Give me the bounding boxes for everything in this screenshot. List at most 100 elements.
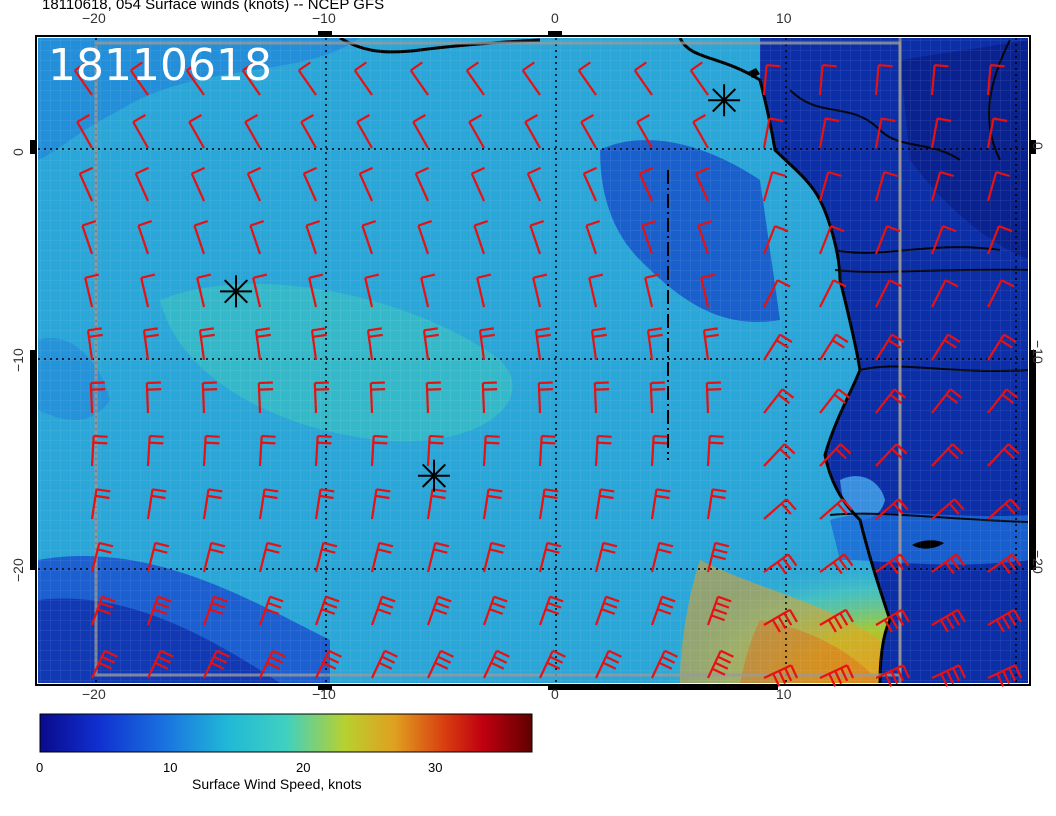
wind-barb — [482, 488, 503, 520]
wind-barb — [636, 114, 653, 149]
wind-barb — [582, 166, 598, 202]
wind-barb — [84, 273, 100, 308]
wind-barb — [931, 498, 965, 520]
wind-barb — [593, 381, 610, 414]
colorbar-tick-20: 20 — [296, 760, 311, 775]
wind-barb — [371, 649, 398, 679]
wind-barb — [763, 443, 796, 467]
map-title: 18110618, 054 Surface winds (knots) -- N… — [42, 0, 385, 13]
lat-tick-left-1: 0 — [10, 148, 26, 156]
wind-barb — [202, 488, 223, 520]
axis-ticks — [30, 31, 1036, 690]
wind-barb — [986, 64, 1005, 96]
wind-barb — [478, 327, 495, 361]
lon-tick-bottom-2: −10 — [312, 686, 336, 702]
wind-barb — [146, 434, 164, 467]
wind-barb — [370, 434, 388, 467]
wind-barb — [249, 220, 265, 255]
wind-barb — [594, 595, 620, 626]
wind-barb — [142, 327, 159, 361]
wind-barb — [874, 117, 896, 149]
wind-barb — [426, 541, 450, 573]
wind-barb — [762, 171, 787, 202]
wind-barb — [986, 225, 1013, 255]
wind-barb — [412, 114, 429, 149]
wind-barb — [539, 649, 566, 679]
wind-barb — [308, 273, 324, 308]
wind-barb — [370, 541, 394, 573]
wind-barb — [650, 488, 671, 520]
wind-barb — [188, 114, 205, 149]
wind-barb — [874, 171, 899, 202]
wind-barb — [73, 61, 93, 96]
star-marker-3 — [418, 459, 450, 492]
wind-barb — [259, 649, 286, 679]
wind-barb — [650, 541, 674, 573]
wind-barb — [986, 117, 1008, 149]
wind-barb — [762, 117, 784, 149]
wind-barb — [146, 541, 170, 573]
wind-barb — [986, 171, 1011, 202]
wind-barb — [366, 327, 383, 361]
wind-barb — [819, 608, 854, 633]
wind-barb — [476, 273, 492, 308]
wind-barb — [595, 649, 622, 679]
wind-barb — [818, 225, 845, 255]
wind-barb — [706, 488, 727, 520]
wind-barb — [819, 498, 853, 520]
wind-barb — [644, 273, 660, 308]
wind-barb — [297, 61, 317, 96]
wind-barb — [874, 225, 901, 255]
wind-barb — [702, 327, 719, 361]
wind-barb — [90, 595, 116, 626]
wind-barb — [258, 488, 279, 520]
wind-barb — [987, 279, 1015, 308]
wind-barb — [426, 595, 452, 626]
wind-barb — [875, 388, 907, 414]
wind-barb — [526, 166, 542, 202]
wind-barb — [147, 649, 174, 679]
wind-barb — [315, 649, 342, 679]
wind-barb — [254, 327, 271, 361]
wind-barb — [875, 553, 910, 575]
wind-barb — [987, 333, 1017, 361]
wind-barb — [931, 388, 963, 414]
lat-tick-left-2: −10 — [10, 348, 26, 372]
wind-barb — [302, 166, 318, 202]
wind-barb — [538, 488, 559, 520]
time-stamp: 18110618 — [48, 40, 272, 91]
wind-barb — [594, 434, 612, 467]
wind-barb — [931, 608, 966, 633]
wind-barb — [694, 166, 710, 202]
wind-barb — [420, 273, 436, 308]
wind-barb — [875, 443, 908, 467]
wind-barb — [819, 388, 851, 414]
star-marker-1 — [708, 84, 741, 117]
lon-tick-top-1: −20 — [82, 10, 106, 26]
wind-barb — [310, 327, 327, 361]
wind-barb — [258, 434, 276, 467]
wind-barb — [818, 117, 840, 149]
wind-barb — [819, 279, 847, 308]
wind-barb — [190, 166, 206, 202]
wind-barb — [305, 220, 321, 255]
wind-barb — [314, 541, 338, 573]
wind-barb — [482, 434, 500, 467]
wind-barb — [422, 327, 439, 361]
lon-tick-bottom-4: 10 — [776, 686, 792, 702]
wind-barb — [706, 434, 724, 467]
wind-barb — [427, 649, 454, 679]
wind-barb — [930, 117, 952, 149]
wind-barb — [252, 273, 268, 308]
wind-barb — [257, 381, 274, 414]
wind-barb — [650, 595, 676, 626]
wind-barb — [146, 595, 172, 626]
wind-barb — [931, 279, 959, 308]
wind-barb — [129, 61, 149, 96]
wind-barb — [524, 114, 541, 149]
wind-barb — [763, 279, 791, 308]
lon-tick-top-3: 0 — [551, 10, 559, 26]
lat-tick-left-3: −20 — [10, 558, 26, 582]
wind-barb — [314, 434, 332, 467]
wind-barb — [875, 608, 910, 633]
